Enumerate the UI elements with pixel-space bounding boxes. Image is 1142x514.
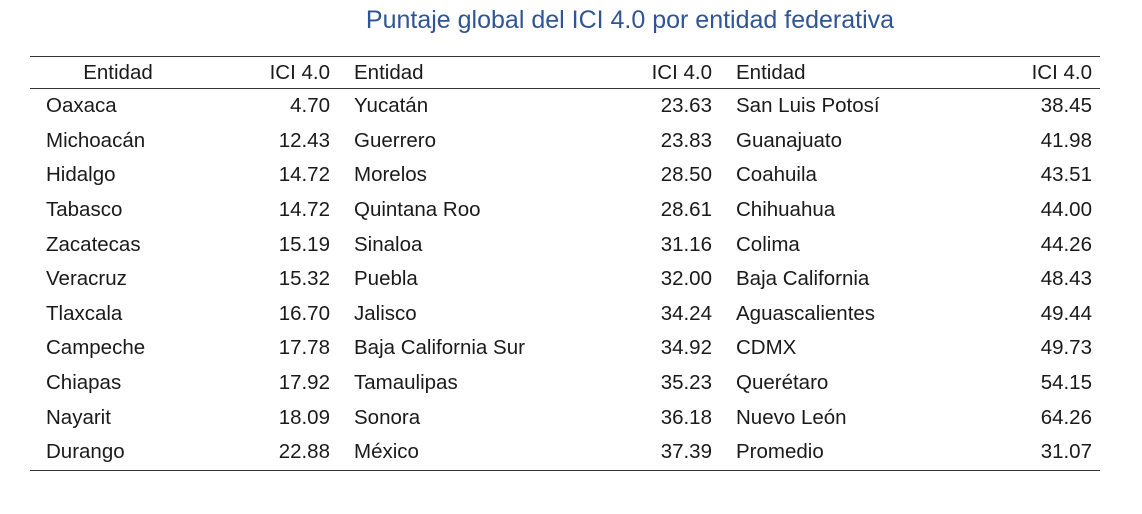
ici-score: 54.15 [1040,371,1092,395]
ici-score: 14.72 [278,198,330,222]
entity-name: Sonora [354,405,421,429]
entity-name: Veracruz [46,267,127,291]
ici-score: 38.45 [1040,94,1092,118]
table-row: Tabasco 14.72 Quintana Roo 28.61 Chihuahua 44… [30,193,1100,228]
table-row: Durango 22.88 México 37.39 Promedio 31.07 [30,435,1100,471]
ici-score: 31.16 [660,232,712,256]
ici-score: 23.83 [660,128,712,152]
table-title: Puntaje global del ICI 4.0 por entidad f… [365,6,895,34]
ici-table: Entidad ICI 4.0 Entidad ICI 4.0 Entidad … [30,56,1100,471]
ici-score: 44.00 [1040,198,1092,222]
ici-score: 18.09 [278,405,330,429]
entity-name: Puebla [354,267,418,291]
entity-name: Coahuila [736,163,817,187]
header-value-1: ICI 4.0 [269,60,330,84]
entity-name: Yucatán [354,94,429,118]
ici-score: 15.19 [278,232,330,256]
ici-score: 17.92 [278,371,330,395]
entity-name: Nuevo León [736,405,847,429]
table-row: Michoacán 12.43 Guerrero 23.83 Guanajuato 41.… [30,124,1100,159]
ici-score: 22.88 [278,440,330,464]
table-row: Tlaxcala 16.70 Jalisco 34.24 Aguascalientes 4… [30,297,1100,332]
table-row: Chiapas 17.92 Tamaulipas 35.23 Querétaro 54.1… [30,366,1100,401]
ici-score: 43.51 [1040,163,1092,187]
entity-name: Jalisco [354,301,417,325]
ici-score: 35.23 [660,371,712,395]
ici-score: 14.72 [278,163,330,187]
entity-name: Zacatecas [46,232,141,256]
ici-score: 64.26 [1040,405,1092,429]
header-value-2: ICI 4.0 [651,60,712,84]
entity-name: Chiapas [46,371,122,395]
ici-score: 44.26 [1040,232,1092,256]
entity-name: Campeche [46,336,146,360]
header-entity-1: Entidad [83,60,153,84]
table-row: Oaxaca 4.70 Yucatán 23.63 San Luis Potosí 38.… [30,89,1100,124]
entity-name: Chihuahua [736,198,836,222]
ici-score: 12.43 [278,128,330,152]
entity-name: Oaxaca [46,94,117,118]
header-entity-3: Entidad [736,60,806,84]
ici-score: 36.18 [660,405,712,429]
ici-score: 16.70 [278,301,330,325]
entity-name: Aguascalientes [736,301,876,325]
entity-name: Morelos [354,163,427,187]
table-row: Hidalgo 14.72 Morelos 28.50 Coahuila 43.51 [30,158,1100,193]
entity-name: Baja California [736,267,870,291]
ici-score: 49.73 [1040,336,1092,360]
entity-name: Promedio [736,440,824,464]
entity-name: Tabasco [46,198,123,222]
ici-score: 34.92 [660,336,712,360]
table-row: Campeche 17.78 Baja California Sur 34.92 CDM… [30,331,1100,366]
ici-score: 48.43 [1040,267,1092,291]
table-body: Oaxaca 4.70 Yucatán 23.63 San Luis Potosí 38.… [30,89,1100,471]
header-row: Entidad ICI 4.0 Entidad ICI 4.0 Entidad … [30,56,1100,89]
header-entity-2: Entidad [354,60,424,84]
entity-name: Baja California Sur [354,336,525,360]
entity-name: Durango [46,440,125,464]
entity-name: CDMX [736,336,797,360]
ici-score: 31.07 [1040,440,1092,464]
ici-score: 15.32 [278,267,330,291]
ici-score: 49.44 [1040,301,1092,325]
entity-name: San Luis Potosí [736,94,880,118]
ici-score: 4.70 [290,94,330,118]
table-header: Entidad ICI 4.0 Entidad ICI 4.0 Entidad … [30,56,1100,89]
entity-name: Quintana Roo [354,198,481,222]
entity-name: Michoacán [46,128,146,152]
ici-score: 23.63 [660,94,712,118]
entity-name: México [354,440,419,464]
entity-name: Tlaxcala [46,301,123,325]
entity-name: Tamaulipas [354,371,458,395]
table-row: Veracruz 15.32 Puebla 32.00 Baja California 4… [30,262,1100,297]
table-row: Nayarit 18.09 Sonora 36.18 Nuevo León 64.26 [30,400,1100,435]
ici-score: 34.24 [660,301,712,325]
ici-score: 17.78 [278,336,330,360]
ici-score: 37.39 [660,440,712,464]
table-row: Zacatecas 15.19 Sinaloa 31.16 Colima 44.26 [30,227,1100,262]
entity-name: Querétaro [736,371,829,395]
ici-score: 41.98 [1040,128,1092,152]
entity-name: Hidalgo [46,163,116,187]
entity-name: Guanajuato [736,128,843,152]
ici-score: 28.61 [660,198,712,222]
entity-name: Colima [736,232,800,256]
ici-score: 32.00 [660,267,712,291]
entity-name: Guerrero [354,128,437,152]
header-value-3: ICI 4.0 [1031,60,1092,84]
entity-name: Nayarit [46,405,111,429]
ici-score: 28.50 [660,163,712,187]
entity-name: Sinaloa [354,232,423,256]
